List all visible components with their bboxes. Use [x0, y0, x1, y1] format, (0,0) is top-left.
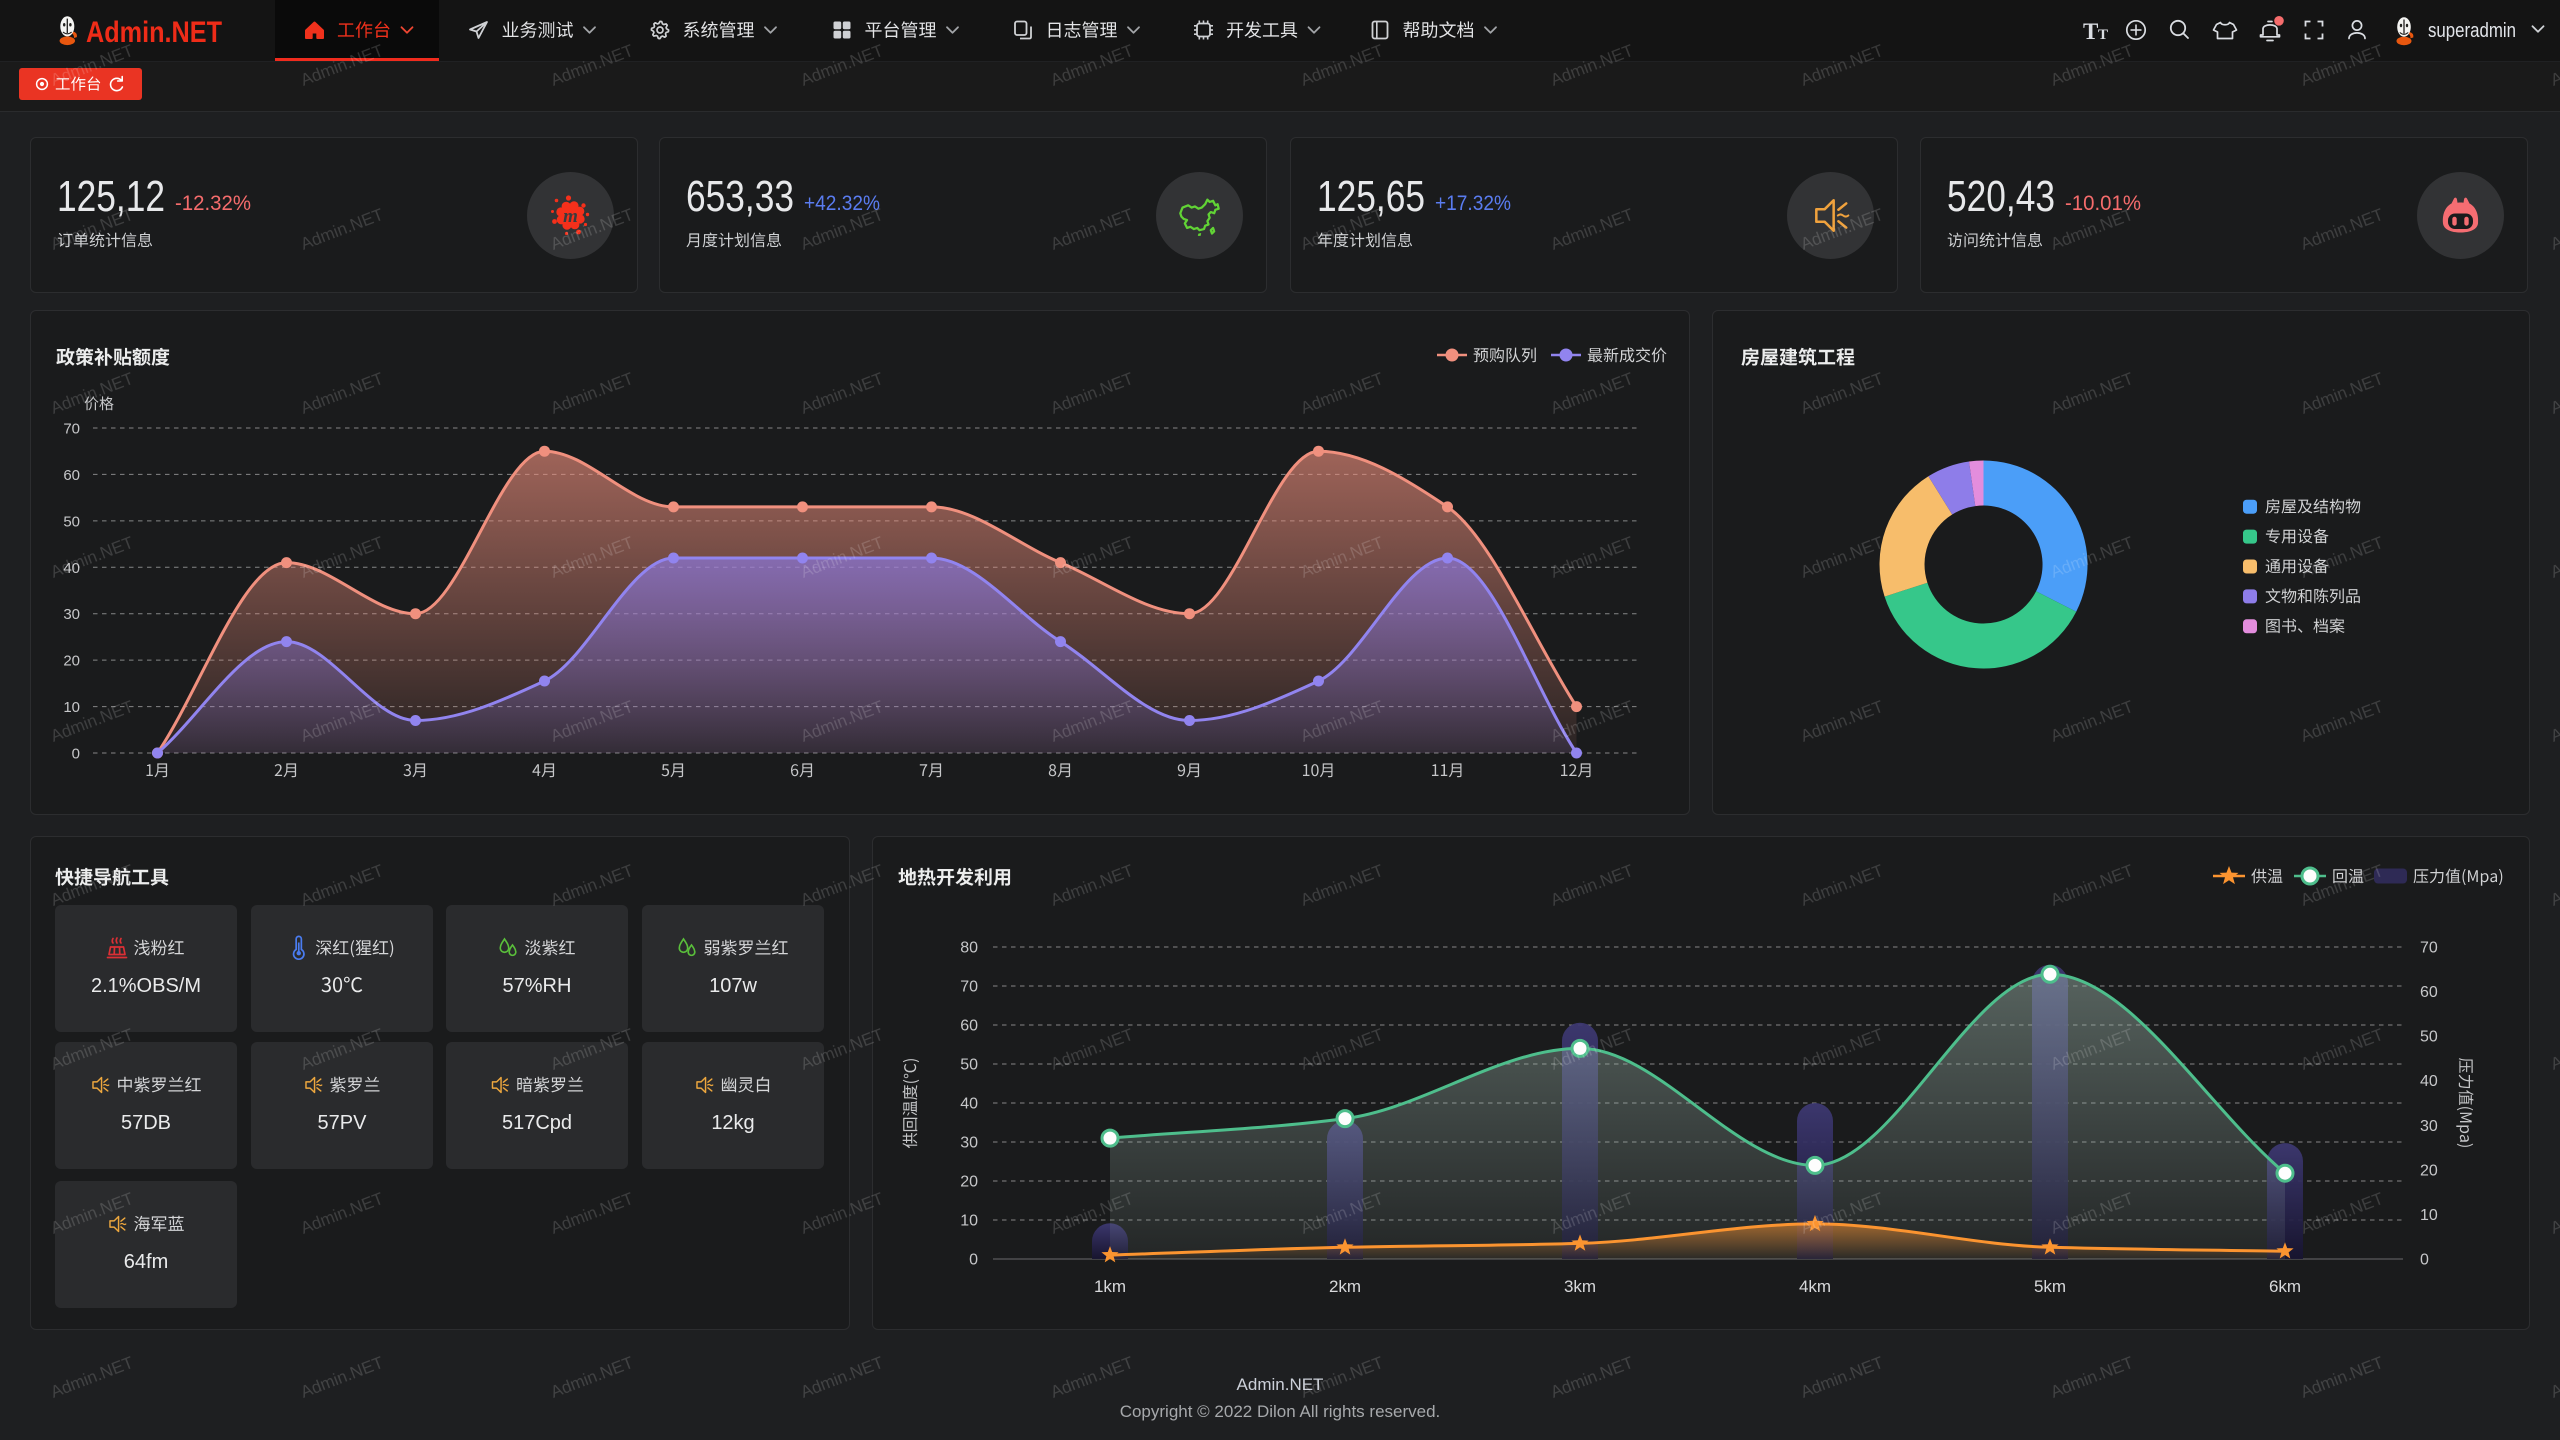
svg-text:70: 70 [960, 979, 978, 996]
svg-text:125,65: 125,65 [1317, 172, 1425, 221]
svg-text:T: T [2083, 19, 2098, 44]
svg-text:57DB: 57DB [121, 1112, 171, 1134]
svg-text:0: 0 [969, 1252, 978, 1269]
svg-text:125,12: 125,12 [57, 172, 165, 221]
svg-text:Copyright © 2022 Dilon All rig: Copyright © 2022 Dilon All rights reserv… [1120, 1402, 1441, 1421]
svg-text:64fm: 64fm [124, 1251, 168, 1273]
svg-text:2km: 2km [1329, 1277, 1361, 1296]
svg-text:107w: 107w [709, 975, 757, 997]
svg-text:70: 70 [2420, 940, 2438, 957]
svg-text:-10.01%: -10.01% [2065, 192, 2141, 215]
svg-text:20: 20 [2420, 1162, 2438, 1179]
svg-text:30: 30 [2420, 1118, 2438, 1135]
svg-text:20: 20 [63, 653, 80, 670]
svg-text:superadmin: superadmin [2428, 20, 2516, 42]
svg-text:40: 40 [63, 560, 80, 577]
svg-text:60: 60 [63, 467, 80, 484]
svg-text:0: 0 [2420, 1252, 2429, 1269]
svg-text:60: 60 [2420, 984, 2438, 1001]
svg-text:Admin.NET: Admin.NET [86, 16, 222, 49]
svg-text:50: 50 [63, 513, 80, 530]
svg-text:Admin.NET: Admin.NET [1237, 1375, 1324, 1394]
svg-text:10: 10 [63, 699, 80, 716]
svg-text:60: 60 [960, 1018, 978, 1035]
svg-text:57PV: 57PV [318, 1112, 368, 1134]
svg-text:517Cpd: 517Cpd [502, 1112, 572, 1134]
svg-text:12kg: 12kg [711, 1112, 754, 1134]
svg-text:40: 40 [2420, 1073, 2438, 1090]
svg-text:4km: 4km [1799, 1277, 1831, 1296]
svg-text:-12.32%: -12.32% [175, 192, 251, 215]
svg-text:70: 70 [63, 421, 80, 438]
svg-text:10: 10 [960, 1213, 978, 1230]
svg-text:20: 20 [960, 1174, 978, 1191]
svg-text:+42.32%: +42.32% [804, 192, 880, 215]
svg-text:40: 40 [960, 1096, 978, 1113]
svg-text:30: 30 [960, 1135, 978, 1152]
svg-text:2.1%OBS/M: 2.1%OBS/M [91, 975, 201, 997]
svg-text:T: T [2098, 27, 2108, 43]
svg-text:653,33: 653,33 [686, 172, 794, 221]
svg-text:80: 80 [960, 940, 978, 957]
svg-text:1km: 1km [1094, 1277, 1126, 1296]
svg-text:0: 0 [72, 746, 80, 763]
svg-text:520,43: 520,43 [1947, 172, 2055, 221]
svg-text:m: m [563, 206, 578, 227]
svg-text:3km: 3km [1564, 1277, 1596, 1296]
svg-text:+17.32%: +17.32% [1435, 192, 1511, 215]
svg-text:30: 30 [63, 606, 80, 623]
svg-text:5km: 5km [2034, 1277, 2066, 1296]
svg-text:6km: 6km [2269, 1277, 2301, 1296]
svg-text:57%RH: 57%RH [503, 975, 572, 997]
svg-text:50: 50 [2420, 1029, 2438, 1046]
svg-text:50: 50 [960, 1057, 978, 1074]
svg-text:10: 10 [2420, 1207, 2438, 1224]
